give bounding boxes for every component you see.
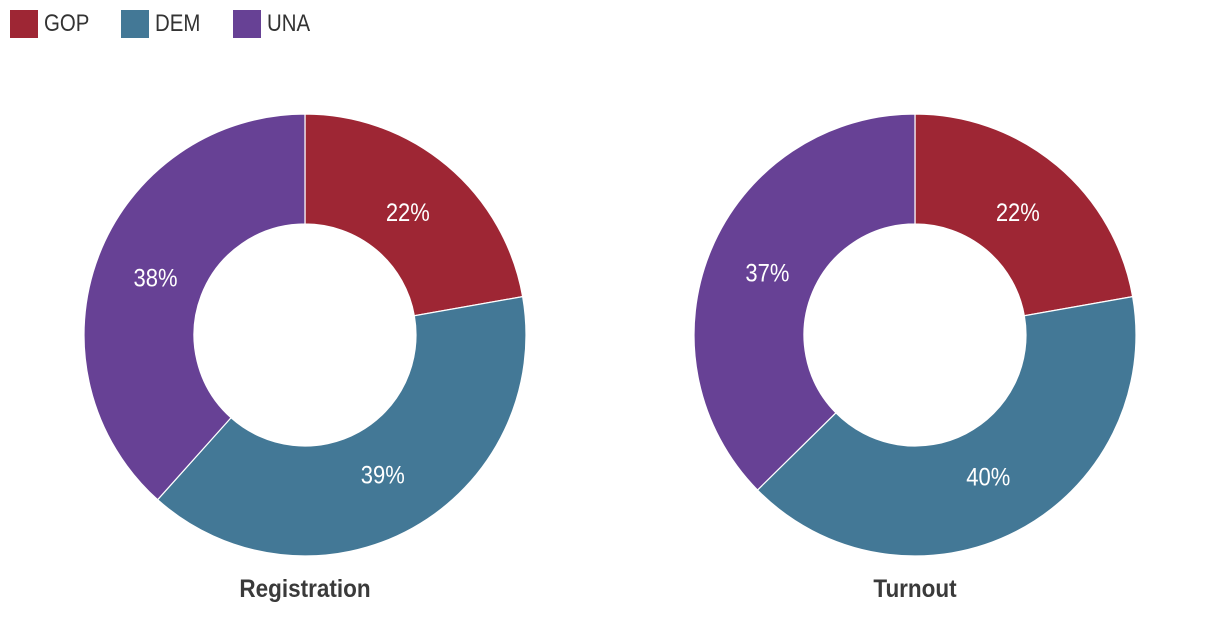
registration-slice-labels: 22% 39% 38% <box>134 199 430 489</box>
legend-swatch-una <box>232 10 261 38</box>
legend-label-dem: DEM <box>155 10 201 37</box>
registration-slice-label-una: 38% <box>134 264 178 292</box>
chart-legend: GOP DEM UNA <box>10 10 317 38</box>
turnout-slice-label-una: 37% <box>745 259 789 287</box>
legend-label-gop: GOP <box>44 10 90 37</box>
turnout-slice-label-gop: 22% <box>996 199 1040 227</box>
turnout-slice-label-dem: 40% <box>966 463 1010 491</box>
legend-item-una: UNA <box>232 10 318 38</box>
registration-slice-gop <box>304 113 524 317</box>
legend-swatch-dem <box>121 10 150 38</box>
registration-slice-label-gop: 22% <box>386 199 430 227</box>
turnout-slice-dem <box>756 295 1137 557</box>
turnout-slices <box>693 113 1137 557</box>
turnout-slice-gop <box>914 113 1134 317</box>
registration-chart: 22% 39% 38% Registration <box>83 113 527 603</box>
turnout-chart: 22% 40% 37% Turnout <box>693 113 1137 603</box>
legend-item-gop: GOP <box>10 10 97 38</box>
registration-slices <box>83 113 527 557</box>
registration-title: Registration <box>239 575 370 603</box>
legend-item-dem: DEM <box>121 10 208 38</box>
turnout-slice-labels: 22% 40% 37% <box>745 199 1039 491</box>
registration-slice-una <box>83 113 306 501</box>
registration-slice-dem <box>156 295 527 557</box>
legend-swatch-gop <box>10 10 38 38</box>
legend-label-una: UNA <box>266 10 310 37</box>
turnout-title: Turnout <box>873 575 956 603</box>
registration-slice-label-dem: 39% <box>361 461 405 489</box>
turnout-slice-una <box>693 113 916 491</box>
